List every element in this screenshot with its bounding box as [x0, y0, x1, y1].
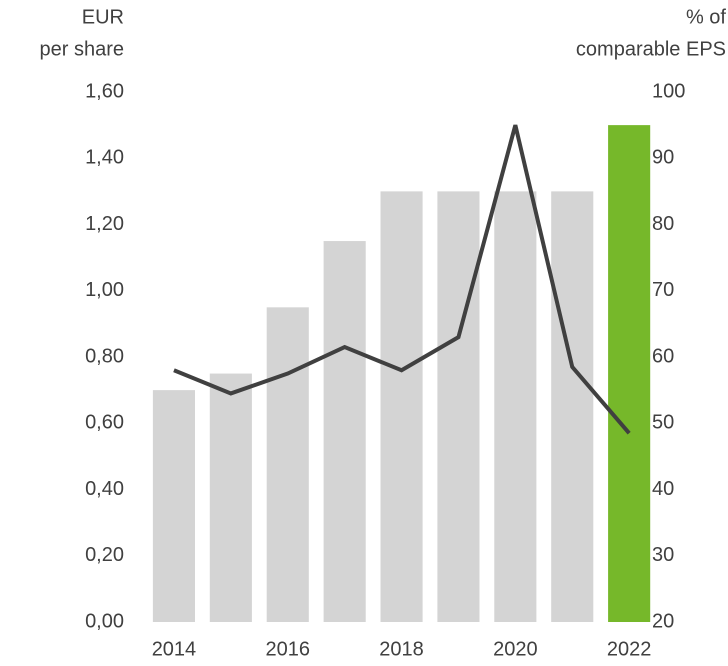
- x-tick-label: 2022: [607, 638, 652, 660]
- line: [173, 124, 631, 435]
- bar: [380, 191, 423, 622]
- y-tick-label: 1,60: [85, 80, 124, 102]
- bar: [551, 191, 594, 622]
- y2-tick-label: 80: [652, 213, 674, 235]
- y2-tick-label: 50: [652, 412, 674, 434]
- y2-tick-label: 100: [652, 80, 685, 102]
- x-tick-label: 2016: [266, 638, 311, 660]
- y-axis-label: EUR: [82, 6, 124, 28]
- y2-tick-label: 90: [652, 147, 674, 169]
- y-tick-label: 0,40: [85, 478, 124, 500]
- y2-tick-label: 20: [652, 610, 674, 632]
- y-tick-label: 0,20: [85, 544, 124, 566]
- y-tick-label: 1,20: [85, 213, 124, 235]
- y-axis-label: per share: [40, 38, 125, 60]
- y2-tick-label: 30: [652, 544, 674, 566]
- x-tick-label: 2020: [493, 638, 538, 660]
- bar: [608, 125, 651, 622]
- y-tick-label: 0,80: [85, 345, 124, 367]
- x-tick-label: 2018: [379, 638, 424, 660]
- y-tick-label: 0,00: [85, 610, 124, 632]
- bar: [437, 191, 480, 622]
- bar: [209, 373, 252, 622]
- bar: [323, 241, 366, 622]
- y-tick-label: 1,40: [85, 147, 124, 169]
- x-tick-label: 2014: [152, 638, 197, 660]
- y2-axis-label: % of: [686, 6, 726, 28]
- bar: [266, 307, 309, 622]
- y2-tick-label: 70: [652, 279, 674, 301]
- bar: [494, 191, 537, 622]
- y-tick-label: 0,60: [85, 412, 124, 434]
- y2-tick-label: 60: [652, 345, 674, 367]
- y2-axis-label: comparable EPS: [576, 38, 726, 60]
- y2-tick-label: 40: [652, 478, 674, 500]
- bar: [152, 390, 196, 622]
- y-tick-label: 1,00: [85, 279, 124, 301]
